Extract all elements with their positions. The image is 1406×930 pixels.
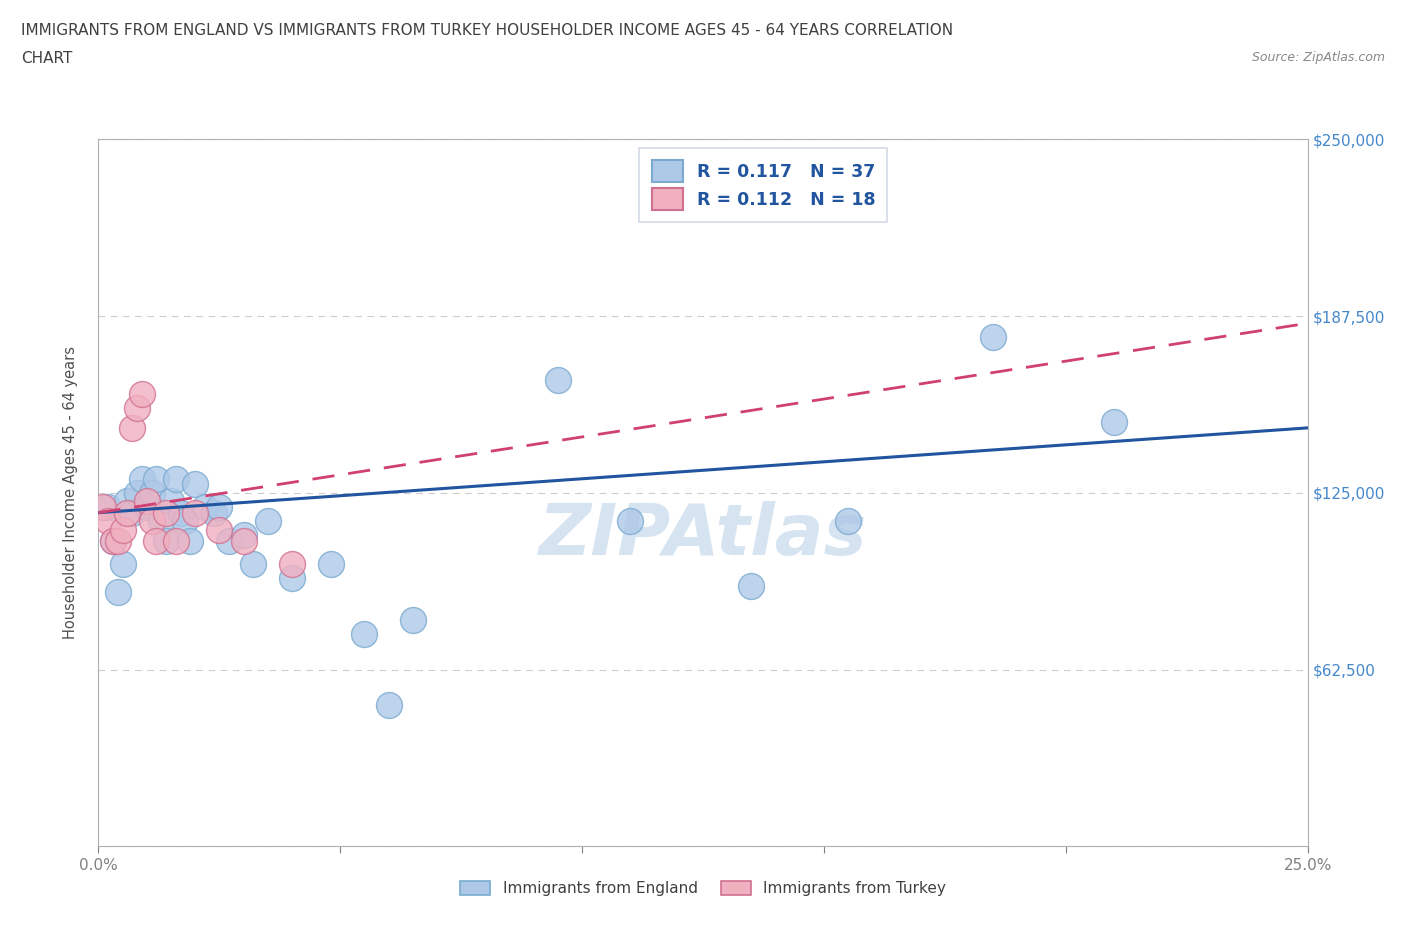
Point	[619, 513, 641, 528]
Point	[107, 584, 129, 599]
Point	[256, 513, 278, 528]
Point	[101, 534, 124, 549]
Point	[204, 505, 226, 520]
Point	[131, 387, 153, 402]
Point	[101, 534, 124, 549]
Point	[169, 505, 191, 520]
Point	[141, 513, 163, 528]
Point	[155, 534, 177, 549]
Point	[97, 513, 120, 528]
Point	[117, 505, 139, 520]
Point	[1102, 415, 1125, 430]
Point	[377, 698, 399, 712]
Point	[91, 499, 114, 514]
Point	[145, 472, 167, 486]
Point	[184, 505, 207, 520]
Point	[281, 570, 304, 585]
Point	[155, 505, 177, 520]
Point	[402, 613, 425, 628]
Point	[218, 534, 240, 549]
Point	[281, 556, 304, 571]
Text: CHART: CHART	[21, 51, 73, 66]
Point	[174, 513, 197, 528]
Point	[232, 534, 254, 549]
Point	[111, 556, 134, 571]
Point	[837, 513, 859, 528]
Point	[131, 472, 153, 486]
Point	[232, 528, 254, 543]
Point	[121, 420, 143, 435]
Point	[127, 401, 149, 416]
Text: IMMIGRANTS FROM ENGLAND VS IMMIGRANTS FROM TURKEY HOUSEHOLDER INCOME AGES 45 - 6: IMMIGRANTS FROM ENGLAND VS IMMIGRANTS FR…	[21, 23, 953, 38]
Text: Source: ZipAtlas.com: Source: ZipAtlas.com	[1251, 51, 1385, 64]
Point	[165, 472, 187, 486]
Point	[127, 485, 149, 500]
Point	[121, 505, 143, 520]
Point	[107, 534, 129, 549]
Legend: Immigrants from England, Immigrants from Turkey: Immigrants from England, Immigrants from…	[454, 874, 952, 902]
Point	[150, 513, 173, 528]
Point	[353, 627, 375, 642]
Point	[208, 499, 231, 514]
Point	[179, 534, 201, 549]
Point	[547, 372, 569, 387]
Point	[184, 477, 207, 492]
Point	[194, 499, 217, 514]
Text: ZIPAtlas: ZIPAtlas	[538, 501, 868, 570]
Point	[208, 523, 231, 538]
Point	[242, 556, 264, 571]
Point	[117, 494, 139, 509]
Y-axis label: Householder Income Ages 45 - 64 years: Householder Income Ages 45 - 64 years	[63, 346, 77, 640]
Point	[97, 499, 120, 514]
Point	[145, 534, 167, 549]
Point	[319, 556, 342, 571]
Point	[135, 494, 157, 509]
Point	[165, 534, 187, 549]
Point	[160, 494, 183, 509]
Point	[141, 485, 163, 500]
Point	[135, 499, 157, 514]
Point	[740, 578, 762, 593]
Point	[981, 330, 1004, 345]
Point	[111, 523, 134, 538]
